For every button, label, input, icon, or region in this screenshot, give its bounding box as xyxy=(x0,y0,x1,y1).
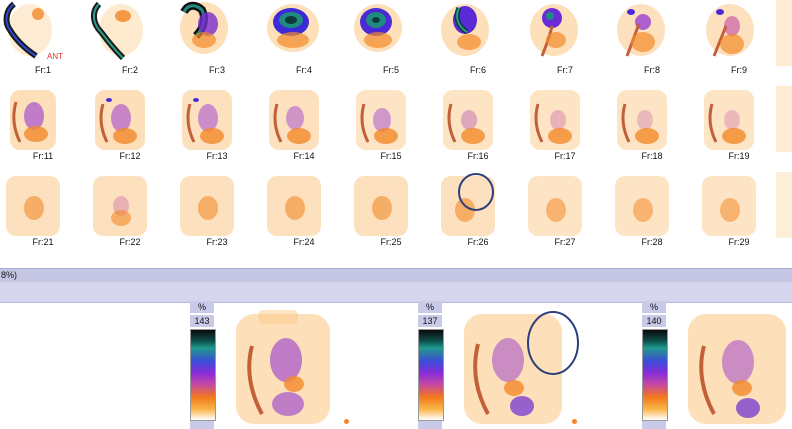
frame-8-image xyxy=(617,4,665,57)
scale-unit: % xyxy=(418,301,442,313)
marker-dot-2 xyxy=(572,419,577,424)
scale-max: 137 xyxy=(418,315,442,327)
summary-image-2[interactable] xyxy=(458,308,568,427)
frame-15-image xyxy=(356,90,406,150)
scale-max: 140 xyxy=(642,315,666,327)
color-scale-2: % 137 xyxy=(418,301,444,429)
frame-label: Fr:19 xyxy=(728,151,750,161)
frame-label: Fr:11 xyxy=(32,151,54,161)
ant-label: ANT xyxy=(47,52,63,61)
summary-image-1[interactable] xyxy=(228,308,338,427)
frame-label: Fr:9 xyxy=(730,65,747,75)
frame-label: Fr:5 xyxy=(382,65,399,75)
frame-17-image xyxy=(530,90,580,150)
section-divider xyxy=(0,282,792,303)
frame-label: Fr:16 xyxy=(467,151,489,161)
frame-label: Fr:12 xyxy=(119,151,141,161)
colorbar xyxy=(642,329,668,421)
summary-image-3[interactable] xyxy=(682,308,792,427)
colorbar xyxy=(190,329,216,421)
frame-label: Fr:22 xyxy=(119,237,141,247)
frame-13-image xyxy=(182,90,232,150)
frame-26-image xyxy=(441,176,495,236)
frame-label: Fr:4 xyxy=(295,65,312,75)
scale-min xyxy=(190,421,214,429)
status-bar xyxy=(0,268,792,283)
frame-grid: ANT Fr:1 Fr:2 Fr:3 Fr:4 xyxy=(3,0,792,247)
frame-3-image xyxy=(180,1,228,54)
frame-label: Fr:27 xyxy=(554,237,576,247)
frame-label: Fr:3 xyxy=(208,65,225,75)
frame-27-image xyxy=(528,176,582,236)
scale-min xyxy=(418,421,442,429)
frame-label: Fr:14 xyxy=(293,151,315,161)
frame-29-image xyxy=(702,176,756,236)
color-scale-1: % 143 xyxy=(190,301,216,429)
frame-label: Fr:28 xyxy=(641,237,663,247)
summary-panel xyxy=(0,303,792,427)
scale-min xyxy=(642,421,666,429)
frame-23-image xyxy=(180,176,234,236)
frame-label: Fr:23 xyxy=(206,237,228,247)
frame-28-image xyxy=(615,176,669,236)
frame-label: Fr:15 xyxy=(380,151,402,161)
frame-22-image xyxy=(93,176,147,236)
scale-unit: % xyxy=(190,301,214,313)
status-text: 8%) xyxy=(1,270,18,280)
frame-1-image xyxy=(3,1,52,59)
frame-label: Fr:8 xyxy=(643,65,660,75)
frame-5-image xyxy=(354,4,402,52)
frame-10-partial xyxy=(776,0,792,66)
frame-label: Fr:6 xyxy=(469,65,486,75)
frame-label: Fr:24 xyxy=(293,237,315,247)
frame-21-image xyxy=(6,176,60,236)
frame-label: Fr:26 xyxy=(467,237,489,247)
frame-label: Fr:7 xyxy=(556,65,573,75)
colorbar xyxy=(418,329,444,421)
marker-dot-1 xyxy=(344,419,349,424)
frame-6-image xyxy=(441,4,489,56)
scale-max: 143 xyxy=(190,315,214,327)
frame-7-image xyxy=(530,4,578,57)
frame-label: Fr:21 xyxy=(32,237,54,247)
frame-2-image xyxy=(91,1,143,61)
frame-24-image xyxy=(267,176,321,236)
frame-19-image xyxy=(704,90,754,150)
frame-label: Fr:25 xyxy=(380,237,402,247)
color-scale-3: % 140 xyxy=(642,301,668,429)
scale-unit: % xyxy=(642,301,666,313)
frame-20-partial xyxy=(776,86,792,152)
frame-12-image xyxy=(95,90,145,150)
frame-label: Fr:13 xyxy=(206,151,228,161)
frame-label: Fr:17 xyxy=(554,151,576,161)
frame-label: Fr:18 xyxy=(641,151,663,161)
frame-14-image xyxy=(269,90,319,150)
frame-9-image xyxy=(706,4,754,57)
frame-label: Fr:1 xyxy=(34,65,51,75)
frame-18-image xyxy=(617,90,667,150)
frame-30-partial xyxy=(776,172,792,238)
frame-label: Fr:2 xyxy=(121,65,138,75)
frame-label: Fr:29 xyxy=(728,237,750,247)
frame-4-image xyxy=(267,4,319,52)
frame-11-image xyxy=(10,90,56,150)
frame-16-image xyxy=(443,90,493,150)
frame-25-image xyxy=(354,176,408,236)
